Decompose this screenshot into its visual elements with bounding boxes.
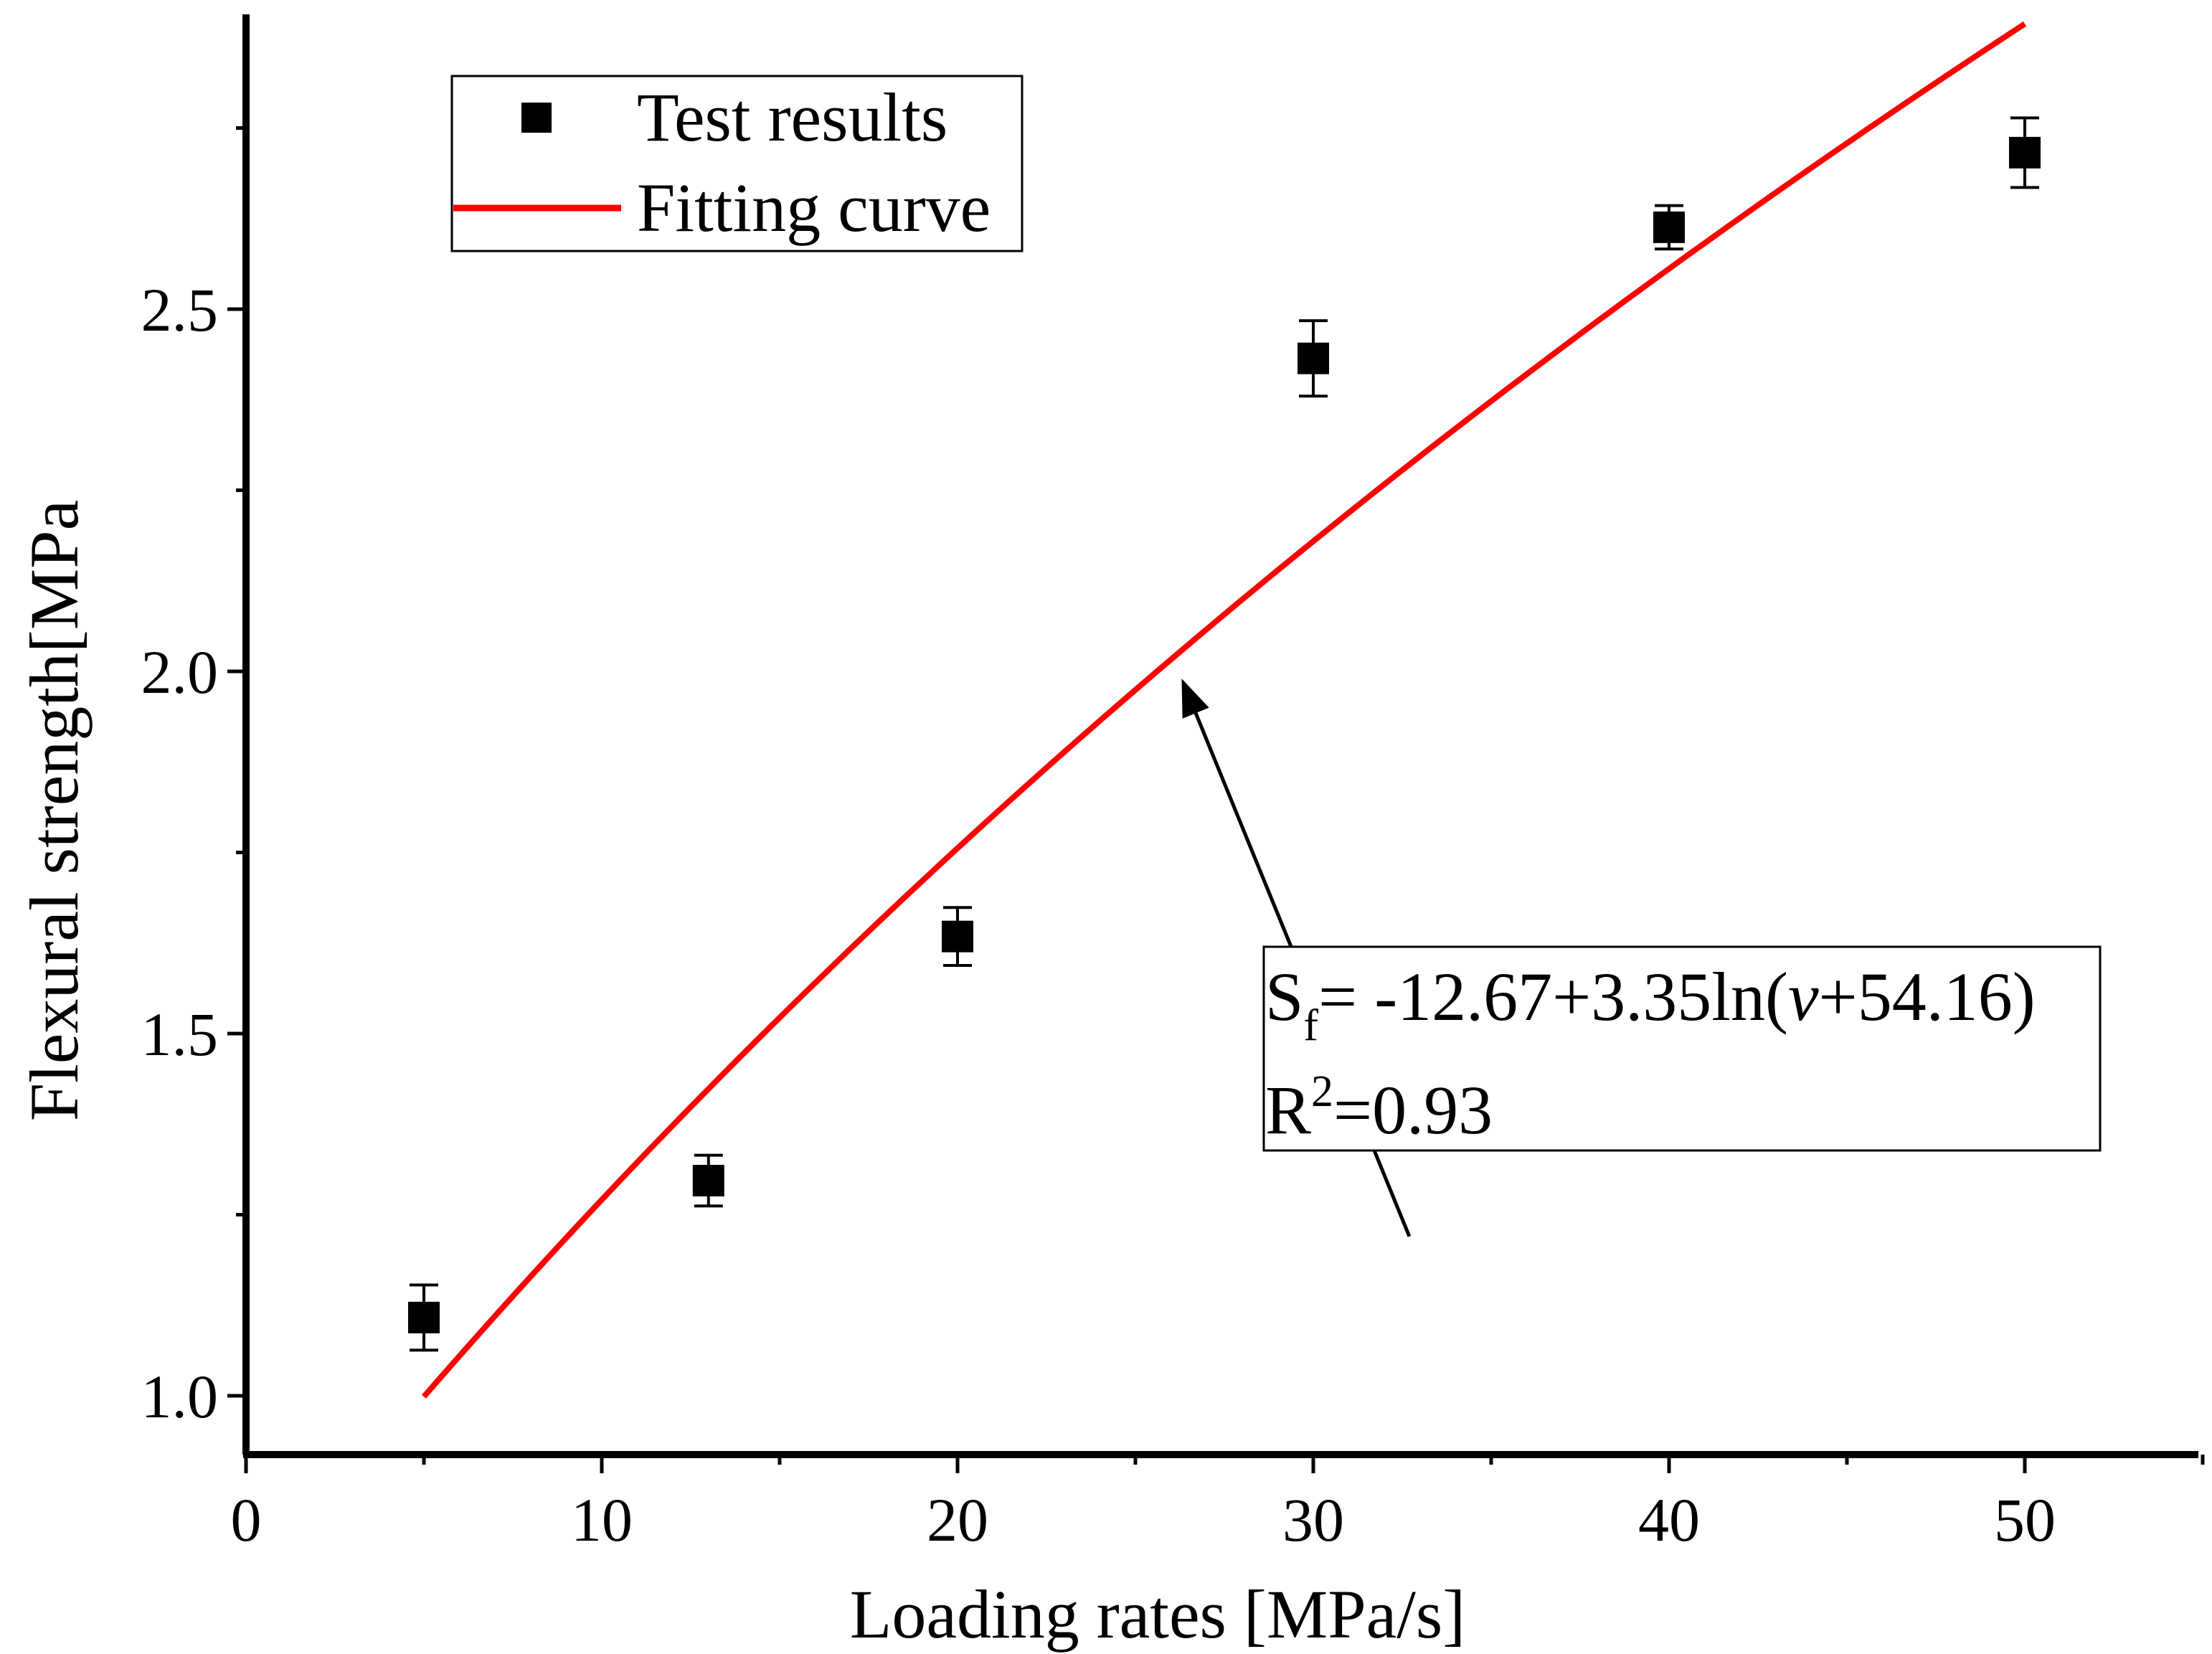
- test-result-point: [408, 1283, 440, 1352]
- data-marker: [1653, 211, 1685, 243]
- eq-post: +54.16): [1819, 958, 2036, 1035]
- arrow-head: [1181, 679, 1209, 719]
- legend-label-fitting-curve: Fitting curve: [637, 169, 991, 246]
- axis-tick-labels: 0 10 20 30 40 50 1.0 1.5 2.0 2.5: [141, 275, 2056, 1554]
- r-sup: 2: [1311, 1067, 1333, 1116]
- eq-sub: f: [1303, 1001, 1318, 1050]
- y-tick-label: 2.5: [141, 275, 219, 344]
- x-tick-label: 50: [1994, 1485, 2056, 1554]
- x-axis-label: Loading rates [MPa/s]: [850, 1576, 1465, 1653]
- r-squared-text: R2=0.93: [1265, 1067, 1493, 1148]
- test-result-point: [1298, 319, 1329, 398]
- equation-box: [1262, 945, 2102, 1152]
- y-tick-label: 2.0: [141, 638, 219, 707]
- y-tick-label: 1.5: [141, 1000, 219, 1069]
- y-axis-label: Flexural strength[MPa: [16, 500, 93, 1122]
- x-tick-label: 10: [571, 1485, 633, 1554]
- legend: Test results Fitting curve: [450, 75, 1024, 252]
- y-tick-label: 1.0: [141, 1362, 219, 1431]
- eq-S: S: [1265, 958, 1303, 1035]
- data-marker: [942, 920, 973, 953]
- r-post: =0.93: [1333, 1072, 1493, 1148]
- test-result-point: [2009, 116, 2041, 189]
- data-marker: [692, 1165, 724, 1197]
- data-marker: [2009, 136, 2041, 169]
- equation-text: Sf= -12.67+3.35ln(v+54.16): [1265, 958, 2036, 1050]
- r-R: R: [1265, 1072, 1311, 1148]
- data-marker: [1298, 342, 1329, 374]
- data-marker: [408, 1301, 440, 1333]
- test-result-point: [942, 906, 973, 968]
- equation-annotation: Sf= -12.67+3.35ln(v+54.16) R2=0.93: [1262, 945, 2102, 1152]
- x-tick-label: 20: [927, 1485, 988, 1554]
- legend-marker-test-results: [521, 103, 552, 133]
- x-tick-label: 40: [1638, 1485, 1700, 1554]
- legend-label-test-results: Test results: [637, 79, 947, 156]
- test-result-point: [692, 1153, 724, 1208]
- test-result-point: [1653, 204, 1685, 251]
- x-tick-label: 0: [231, 1485, 262, 1554]
- eq-var: v: [1788, 958, 1819, 1035]
- fitting-curve-layer: [421, 21, 2027, 1399]
- eq-pre: = -12.67+3.35ln(: [1318, 958, 1788, 1035]
- fitting-curve-line: [421, 21, 2027, 1399]
- x-tick-label: 30: [1282, 1485, 1344, 1554]
- test-results-layer: [408, 116, 2041, 1352]
